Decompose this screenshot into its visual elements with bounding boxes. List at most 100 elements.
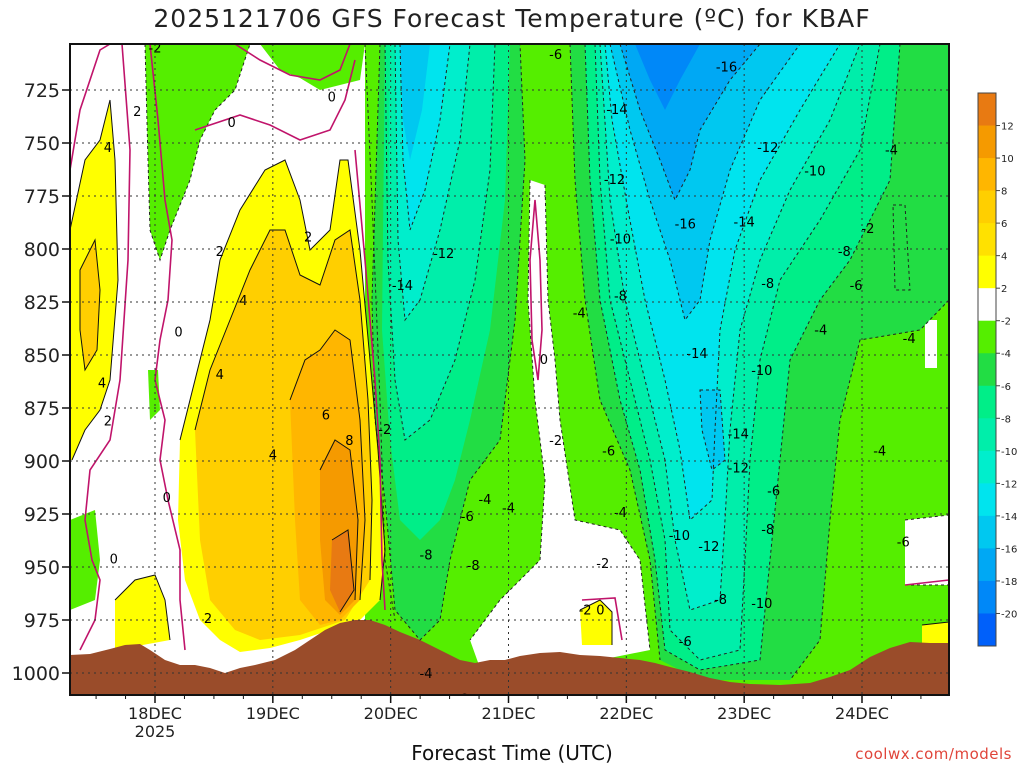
fill-yellow-bottom-right [580,600,612,645]
colorbar: 12 10 8 6 4 2 -2 -4 -6 -8 -10 -12 -14 -16 -18 -20 [977,92,1017,647]
contour-label: -4 [573,307,586,322]
colorbar-frame [977,92,997,647]
colorbar-swatch [978,158,996,192]
fill-green-top-mid [260,44,365,90]
contour-label: -6 [455,692,468,707]
colorbar-swatch [978,548,996,582]
credit-link[interactable]: coolwx.com/models [855,745,1012,763]
contour-label: -8 [761,277,774,292]
colorbar-label: -14 [1001,512,1017,523]
fill-green-left-low [70,510,100,610]
terrain [70,620,949,695]
colorbar-label: -8 [1001,414,1011,425]
fill-red-orange-main [330,530,354,612]
contour-label: -2 [378,423,391,438]
y-tick-label: 825 [24,292,60,314]
y-tick-label: 850 [24,345,60,367]
contour-label: -4 [502,502,515,517]
contour-label: -8 [614,290,627,305]
colorbar-label: -2 [1001,317,1011,328]
colorbar-label: 10 [1001,154,1014,165]
colorbar-swatch [978,385,996,419]
contour-label: -8 [714,593,727,608]
colorbar-swatch [978,125,996,159]
plot-area: -220042240424486002-2-14-12-6-40-2-4-6-4… [70,44,949,707]
contour-label: -8 [838,245,851,260]
fill-yellow-bottom-left [115,575,170,650]
contour-label: -6 [679,635,692,650]
contour-label: -14 [606,103,627,118]
contour-label: -4 [814,324,827,339]
contour-label: 2 [216,245,224,260]
y-tick-label: 725 [24,80,60,102]
colorbar-label: 2 [1001,284,1007,295]
contour-label: 0 [174,326,182,341]
fill-white-24dec-2 [925,320,937,368]
contour-label: -12 [728,461,749,476]
contour-label: -4 [614,506,627,521]
contour-label: -4 [873,444,886,459]
contour-label: -4 [903,332,916,347]
y-tick-label: 950 [24,557,60,579]
contour-label: -6 [461,510,474,525]
colorbar-swatch [978,515,996,549]
colorbar-label: 6 [1001,219,1007,230]
y-tick-label: 925 [24,504,60,526]
colorbar-label: -6 [1001,382,1011,393]
contour-label: -6 [602,444,615,459]
fill-white-24dec-3 [905,515,949,585]
contour-label: -10 [610,232,631,247]
contour-label: -16 [716,61,737,76]
contour-label: 0 [163,491,171,506]
contour-label: -12 [433,247,454,262]
contour-label: 0 [596,603,604,618]
contour-label: 4 [269,449,277,464]
contour-label: 6 [322,408,330,423]
contour-label: 2 [304,230,312,245]
colorbar-swatch [978,483,996,517]
colorbar-swatch [978,320,996,354]
contour-label: -16 [675,218,696,233]
contour-label: -6 [549,48,562,63]
grid [70,44,949,695]
contour-label: 8 [345,434,353,449]
contour-label: 4 [216,368,224,383]
fill-white-21dec [470,180,650,668]
colorbar-label: -18 [1001,577,1017,588]
fill-green-upper-left [145,44,250,260]
colorbar-swatch [978,93,996,127]
y-tick-label: 800 [24,239,60,261]
contour-label: -10 [804,165,825,180]
contour-label: -4 [478,493,491,508]
x-tick-label: 22DEC [599,704,653,723]
contour-label: -4 [885,143,898,158]
colorbar-swatch [978,613,996,647]
fill-minus18 [635,44,700,110]
contour-label: -8 [467,559,480,574]
plot-frame [69,43,950,696]
contour-label: 2 [104,415,112,430]
contour-label: -8 [420,548,433,563]
colorbar-label: 8 [1001,187,1007,198]
contour-label: -10 [669,529,690,544]
x-tick-label: 19DEC [246,704,300,723]
fill-minus14-b [700,390,725,470]
colorbar-swatch [978,450,996,484]
x-tick-sublabel: 2025 [135,722,176,741]
y-axis: 725 750 775 800 825 850 875 900 925 950 975 1000 [12,80,70,685]
contour-label: 2 [204,612,212,627]
contour-label: -12 [604,173,625,188]
contour-label: -14 [728,427,749,442]
y-tick-label: 900 [24,451,60,473]
contour-label: -14 [686,347,707,362]
contour-label: -14 [734,215,755,230]
y-tick-label: 775 [24,186,60,208]
fill-minus14-left [400,44,430,160]
colorbar-swatch [978,190,996,224]
contour-label: -6 [850,279,863,294]
fill-lightorange-left [80,240,100,370]
colorbar-label: -16 [1001,544,1017,555]
colorbar-swatch [978,288,996,322]
y-tick-label: 1000 [12,663,60,685]
